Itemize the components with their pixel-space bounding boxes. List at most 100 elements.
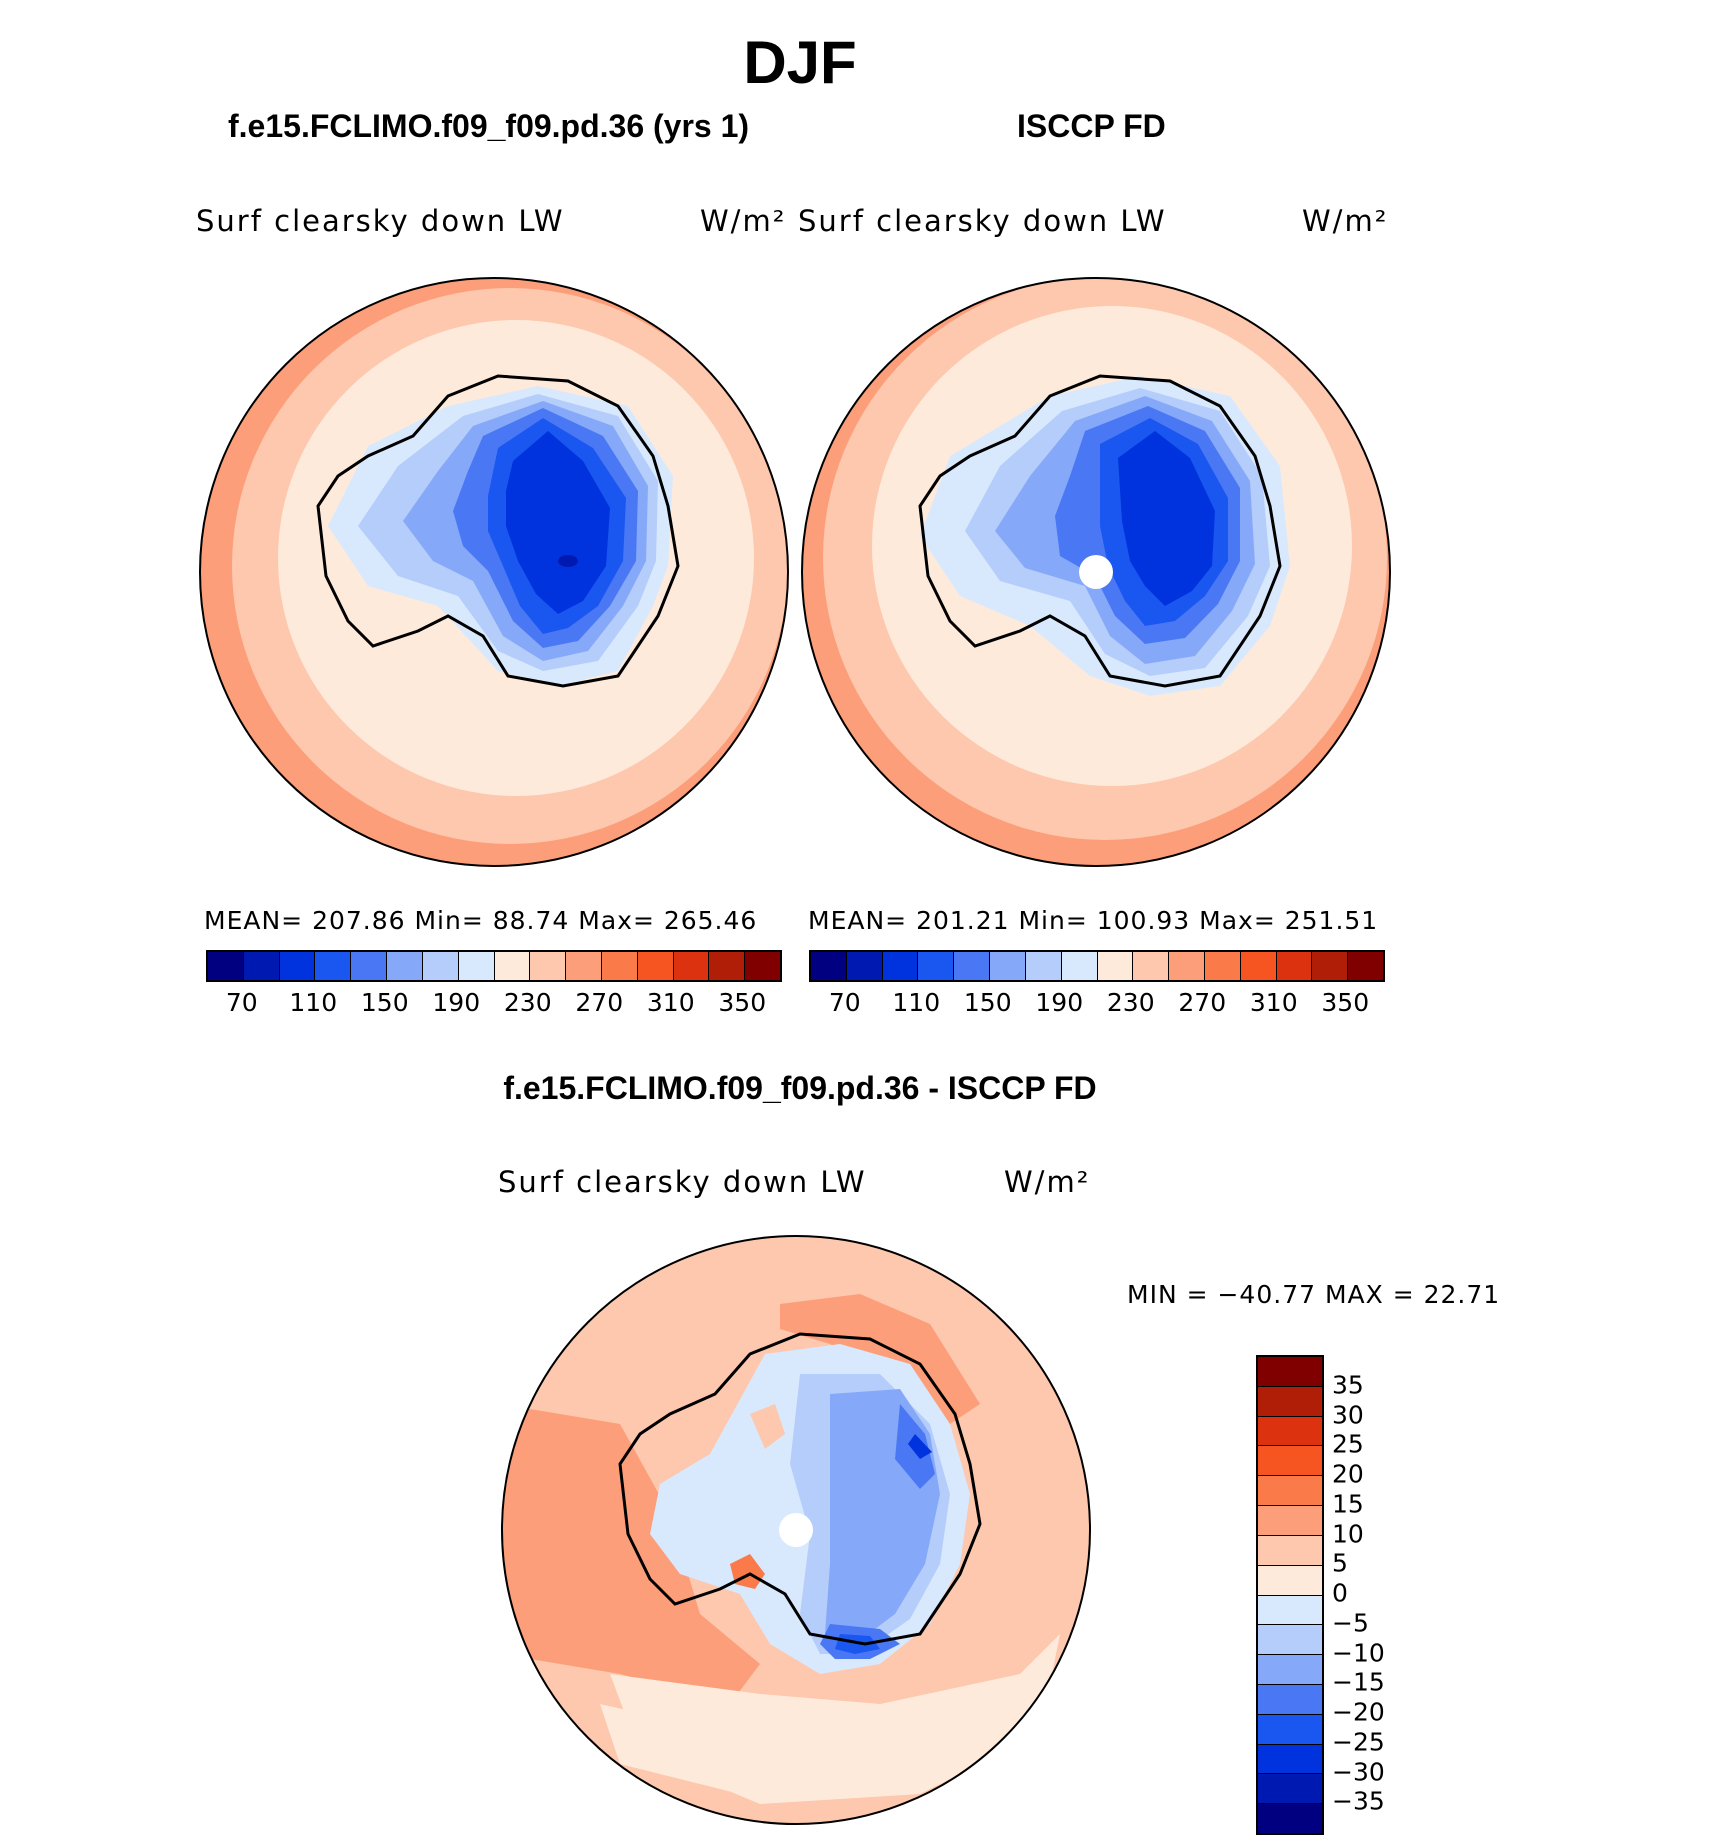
colorbar-tick-label: 270 (1178, 988, 1227, 1017)
colorbar-swatch (530, 952, 567, 980)
colorbar-tick-label: 350 (1321, 988, 1370, 1017)
colorbar-tick-label: −20 (1332, 1697, 1385, 1727)
model-panel-title: f.e15.FCLIMO.f09_f09.pd.36 (yrs 1) (228, 108, 750, 144)
colorbar-swatch (387, 952, 423, 980)
model-colorbar (206, 950, 782, 982)
colorbar-tick-label: −5 (1332, 1608, 1369, 1638)
colorbar-swatch (315, 952, 352, 980)
obs-colorbar (809, 950, 1385, 982)
colorbar-swatch (243, 952, 280, 980)
model-polar-map (199, 277, 789, 867)
obs-polar-map (801, 277, 1391, 867)
colorbar-tick-label: −25 (1332, 1727, 1385, 1757)
colorbar-swatch (1258, 1804, 1322, 1833)
colorbar-swatch (1258, 1744, 1322, 1775)
colorbar-swatch (882, 952, 919, 980)
colorbar-swatch (494, 952, 531, 980)
colorbar-swatch (1240, 952, 1277, 980)
colorbar-tick-label: 110 (289, 988, 338, 1017)
colorbar-swatch (1348, 952, 1383, 980)
colorbar-swatch (1258, 1625, 1322, 1656)
colorbar-swatch (458, 952, 495, 980)
colorbar-tick-label: 110 (892, 988, 941, 1017)
colorbar-tick-label: 190 (432, 988, 481, 1017)
colorbar-tick-label: −10 (1332, 1638, 1385, 1667)
colorbar-swatch (846, 952, 883, 980)
colorbar-tick-label: 350 (718, 988, 767, 1017)
colorbar-swatch (954, 952, 991, 980)
colorbar-swatch (208, 952, 244, 980)
colorbar-swatch (1258, 1595, 1322, 1626)
colorbar-tick-label: −30 (1332, 1757, 1385, 1786)
colorbar-swatch (1258, 1357, 1322, 1387)
obs-colorbar-ticks: 70 110 150 190 230 270 310 350 (809, 988, 1381, 1018)
colorbar-swatch (1097, 952, 1134, 980)
colorbar-swatch (1276, 952, 1313, 980)
colorbar-swatch (1025, 952, 1062, 980)
main-title: DJF (743, 29, 857, 96)
model-stats: MEAN= 207.86 Min= 88.74 Max= 265.46 (204, 906, 758, 935)
colorbar-tick-label: 230 (1106, 988, 1155, 1017)
colorbar-swatch (1258, 1774, 1322, 1805)
diff-colorbar-ticks: 35 30 25 20 15 10 5 0 −5 −10 −15 −20 −25 −30 −35 (1332, 1355, 1452, 1831)
colorbar-swatch (1258, 1386, 1322, 1417)
diff-panel-title: f.e15.FCLIMO.f09_f09.pd.36 - ISCCP FD (503, 1070, 1097, 1106)
colorbar-swatch (566, 952, 602, 980)
colorbar-swatch (1061, 952, 1098, 980)
colorbar-tick-label: 190 (1035, 988, 1084, 1017)
colorbar-swatch (709, 952, 746, 980)
colorbar-tick-label: 70 (828, 988, 861, 1017)
diff-variable-label: Surf clearsky down LW (498, 1165, 867, 1199)
diff-colorbar (1256, 1355, 1324, 1835)
colorbar-swatch (1258, 1714, 1322, 1745)
colorbar-tick-label: 70 (225, 988, 258, 1017)
colorbar-swatch (1169, 952, 1205, 980)
colorbar-swatch (1133, 952, 1170, 980)
colorbar-tick-label: 150 (963, 988, 1012, 1017)
colorbar-tick-label: 25 (1332, 1429, 1364, 1459)
colorbar-tick-label: 5 (1332, 1548, 1348, 1578)
diff-stats: MIN = −40.77 MAX = 22.71 (1127, 1280, 1501, 1309)
colorbar-tick-label: 30 (1332, 1400, 1364, 1429)
colorbar-swatch (601, 952, 638, 980)
colorbar-swatch (811, 952, 847, 980)
obs-variable-label: Surf clearsky down LW (798, 204, 1167, 238)
colorbar-swatch (637, 952, 674, 980)
colorbar-swatch (351, 952, 388, 980)
colorbar-swatch (422, 952, 459, 980)
colorbar-tick-label: 20 (1332, 1459, 1364, 1489)
colorbar-tick-label: 270 (575, 988, 624, 1017)
colorbar-tick-label: 15 (1332, 1489, 1364, 1519)
colorbar-swatch (1258, 1476, 1322, 1507)
obs-units-label: W/m² (1302, 204, 1389, 238)
colorbar-swatch (279, 952, 316, 980)
colorbar-swatch (990, 952, 1026, 980)
obs-stats: MEAN= 201.21 Min= 100.93 Max= 251.51 (808, 906, 1379, 935)
colorbar-tick-label: 10 (1332, 1519, 1364, 1548)
colorbar-tick-label: −35 (1332, 1786, 1385, 1816)
obs-panel-title: ISCCP FD (1017, 108, 1166, 144)
colorbar-swatch (1312, 952, 1349, 980)
diff-polar-map (501, 1235, 1091, 1825)
colorbar-swatch (1258, 1565, 1322, 1596)
model-variable-label: Surf clearsky down LW (196, 204, 565, 238)
colorbar-tick-label: 310 (1249, 988, 1298, 1017)
colorbar-swatch (1258, 1506, 1322, 1536)
model-units-label: W/m² (700, 204, 787, 238)
colorbar-tick-label: 230 (503, 988, 552, 1017)
colorbar-swatch (673, 952, 710, 980)
colorbar-swatch (1204, 952, 1241, 980)
colorbar-swatch (745, 952, 780, 980)
model-colorbar-ticks: 70 110 150 190 230 270 310 350 (206, 988, 778, 1018)
colorbar-tick-label: 310 (646, 988, 695, 1017)
colorbar-tick-label: 150 (360, 988, 409, 1017)
colorbar-swatch (1258, 1684, 1322, 1715)
colorbar-swatch (918, 952, 955, 980)
colorbar-tick-label: 35 (1332, 1370, 1364, 1400)
diff-units-label: W/m² (1004, 1165, 1091, 1199)
colorbar-swatch (1258, 1446, 1322, 1477)
colorbar-tick-label: 0 (1332, 1578, 1348, 1608)
colorbar-swatch (1258, 1655, 1322, 1685)
colorbar-tick-label: −15 (1332, 1667, 1385, 1697)
colorbar-swatch (1258, 1416, 1322, 1447)
